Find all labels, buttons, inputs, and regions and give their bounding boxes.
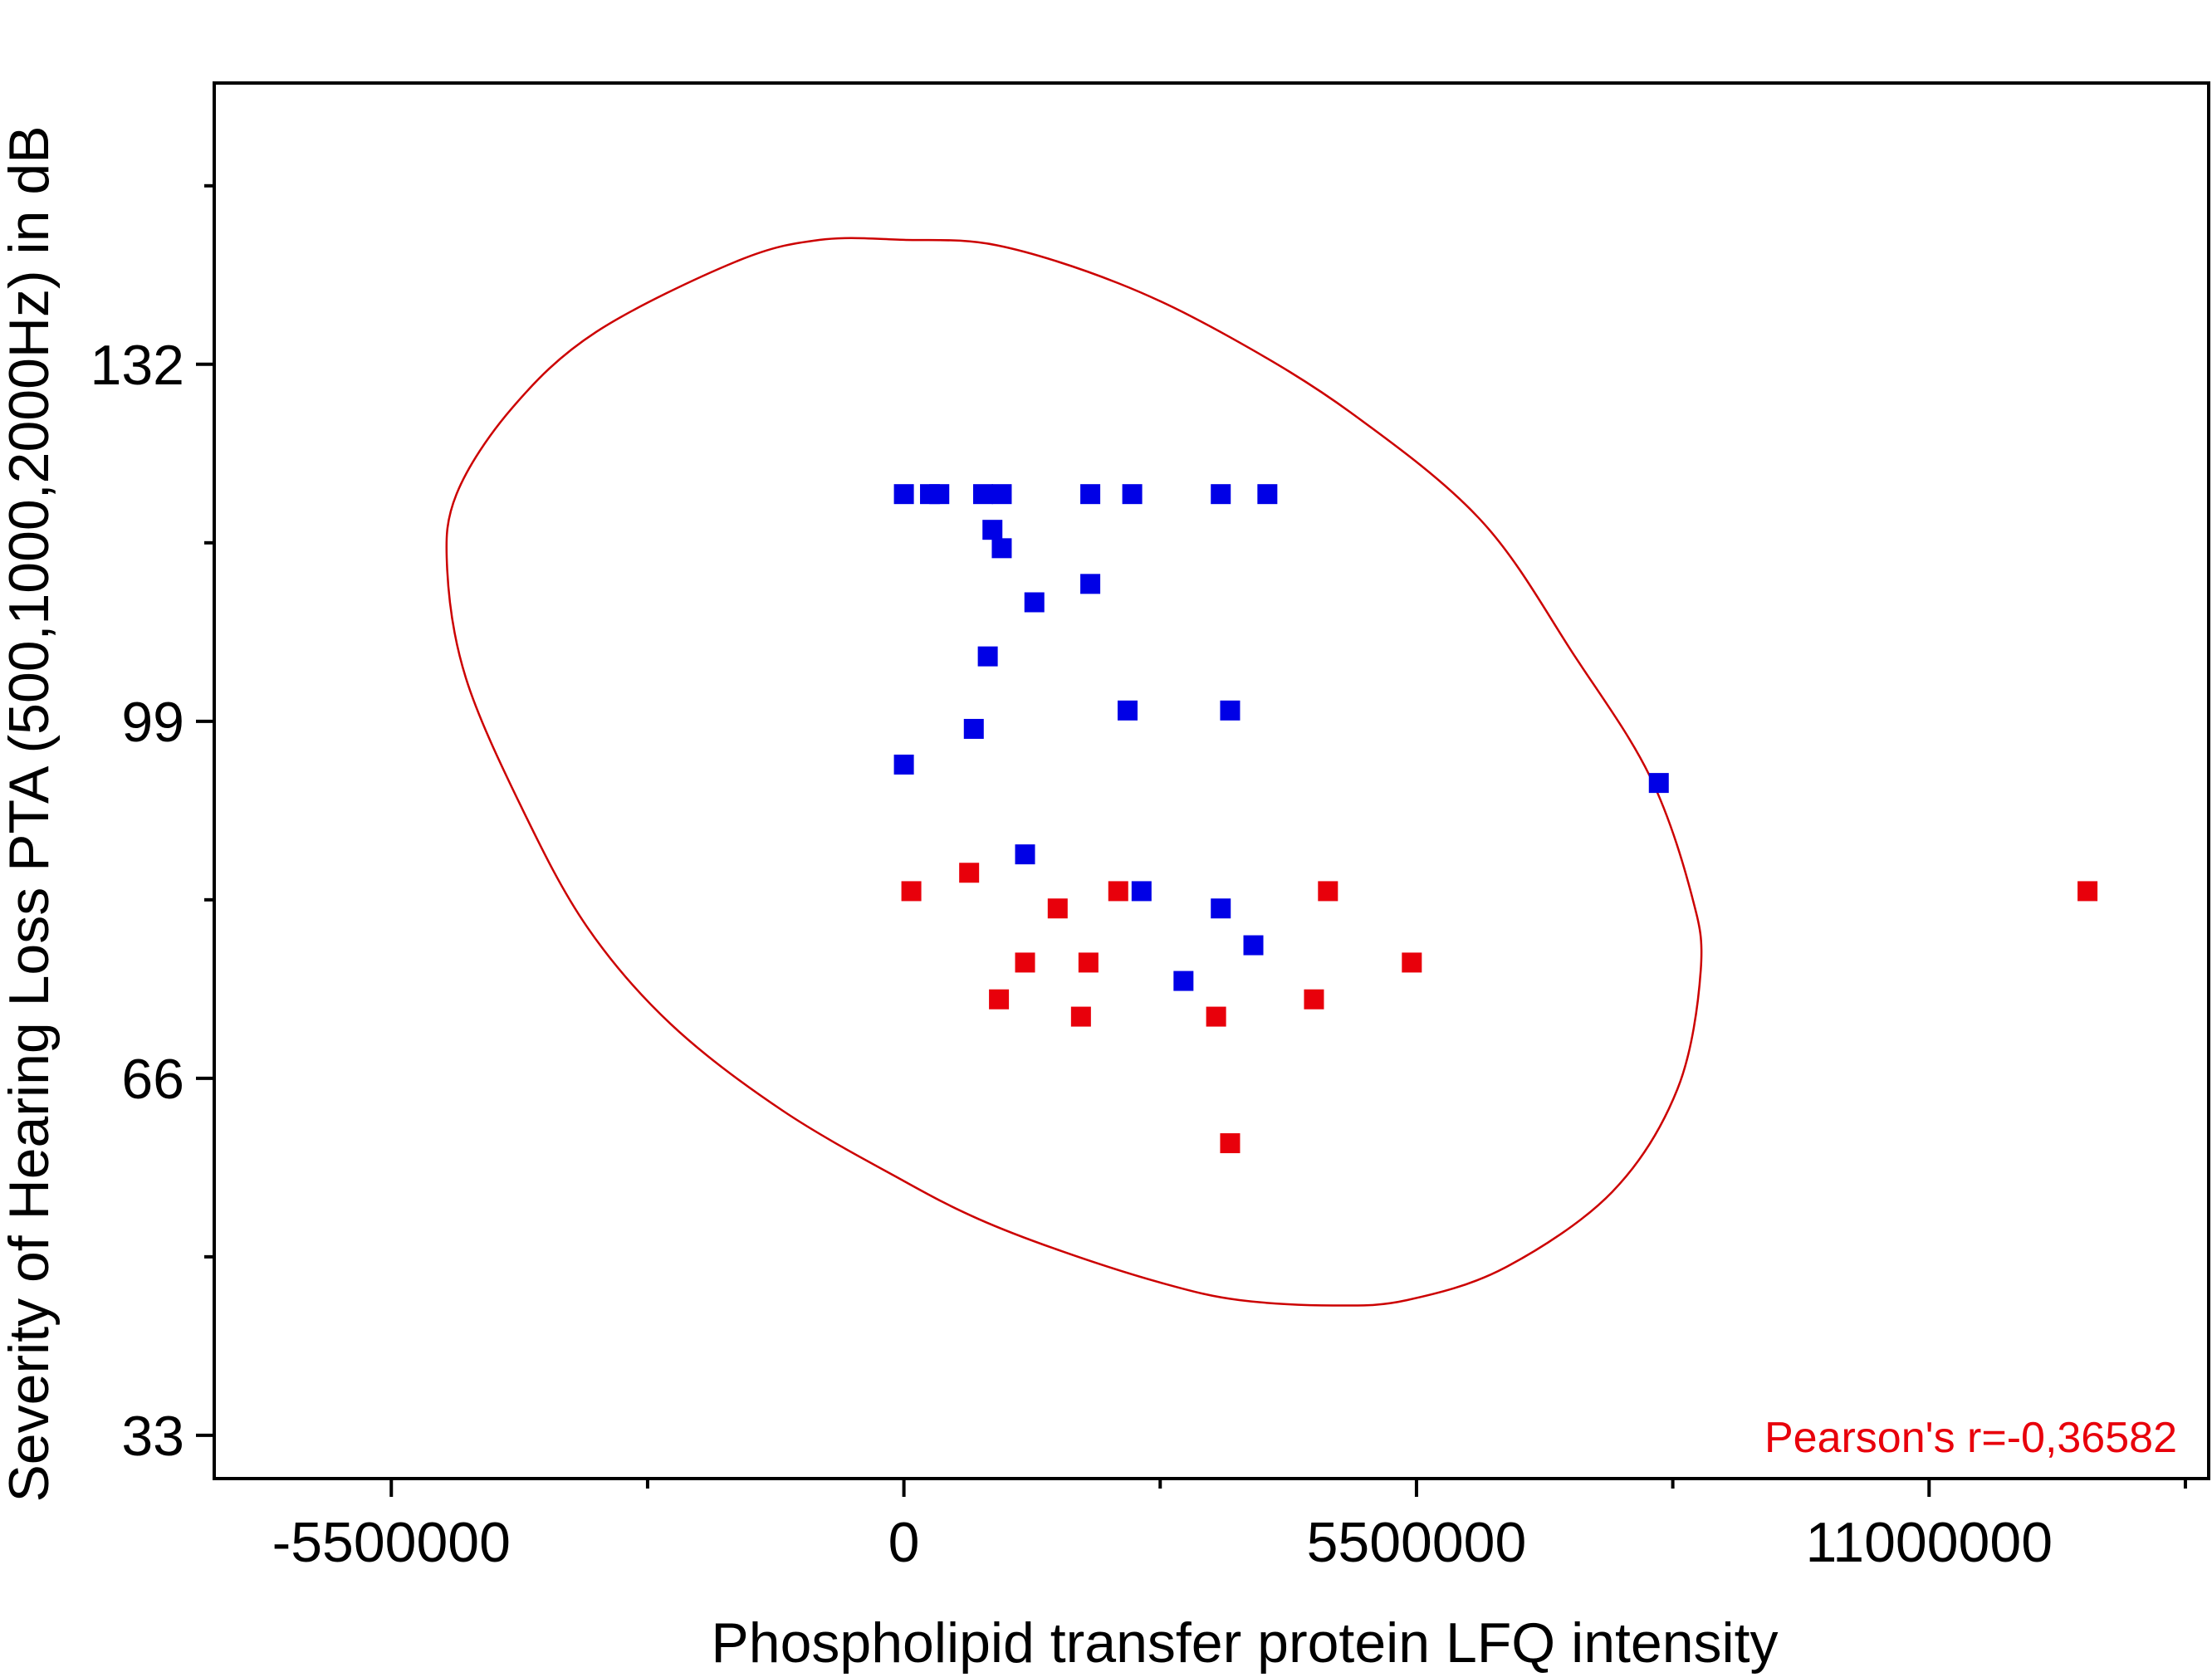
x-tick-label: -5500000: [272, 1511, 511, 1574]
blue-data-point: [991, 484, 1012, 505]
x-tick-label: 0: [888, 1511, 920, 1574]
y-tick-label: 33: [121, 1405, 184, 1468]
plot-area-frame: [213, 81, 2210, 1480]
blue-data-point: [973, 484, 994, 505]
blue-data-point: [1243, 935, 1264, 956]
red-data-point: [1070, 1006, 1091, 1027]
axis-ticks-layer: [196, 183, 2187, 1497]
x-tick-label: 11000000: [1806, 1511, 2053, 1574]
data-points-layer: [893, 484, 2098, 1154]
blue-data-point: [1173, 971, 1194, 991]
tick-labels-layer: -5500000 0 5500000 11000000 33 66 99 132: [91, 334, 2053, 1574]
blue-data-point: [1117, 700, 1138, 721]
red-data-point: [989, 989, 1010, 1010]
blue-data-point: [982, 520, 1003, 540]
x-tick-label: 5500000: [1307, 1511, 1527, 1574]
red-data-point: [1078, 952, 1099, 973]
blue-data-point: [929, 484, 950, 505]
y-tick-label: 132: [91, 334, 184, 397]
blue-data-point: [1024, 592, 1045, 613]
pearson-annotation: Pearson's r=-0,36582: [1764, 1414, 2177, 1462]
blue-data-point: [1257, 484, 1278, 505]
red-data-point: [1015, 952, 1035, 973]
red-data-point: [1108, 881, 1128, 902]
confidence-ellipse-layer: [445, 237, 1703, 1307]
blue-data-point: [1220, 700, 1241, 721]
blue-data-point: [1131, 881, 1152, 902]
red-data-point: [959, 863, 980, 883]
confidence-ellipse: [445, 237, 1703, 1307]
red-data-point: [1402, 952, 1422, 973]
red-data-point: [901, 881, 922, 902]
y-axis-title: Severity of Hearing Loss PTA (500,1000,2…: [0, 125, 61, 1502]
red-data-point: [1047, 898, 1068, 919]
blue-data-point: [1080, 484, 1101, 505]
red-data-point: [1318, 881, 1338, 902]
blue-data-point: [977, 646, 998, 667]
blue-data-point: [893, 484, 914, 505]
blue-data-point: [1015, 844, 1035, 865]
y-tick-label: 66: [121, 1048, 184, 1111]
blue-data-point: [963, 718, 984, 739]
blue-data-point: [1211, 484, 1231, 505]
y-tick-label: 99: [121, 691, 184, 754]
blue-data-point: [893, 754, 914, 775]
blue-data-point: [1211, 898, 1231, 919]
blue-data-point: [1122, 484, 1143, 505]
red-data-point: [1304, 989, 1324, 1010]
blue-data-point: [1080, 574, 1101, 594]
blue-data-point: [991, 538, 1012, 559]
red-data-point: [1206, 1006, 1226, 1027]
red-data-point: [1220, 1133, 1241, 1154]
blue-data-point: [1648, 773, 1669, 794]
x-axis-title: Phospholipid transfer protein LFQ intens…: [711, 1611, 1778, 1675]
red-data-point: [2077, 881, 2098, 902]
